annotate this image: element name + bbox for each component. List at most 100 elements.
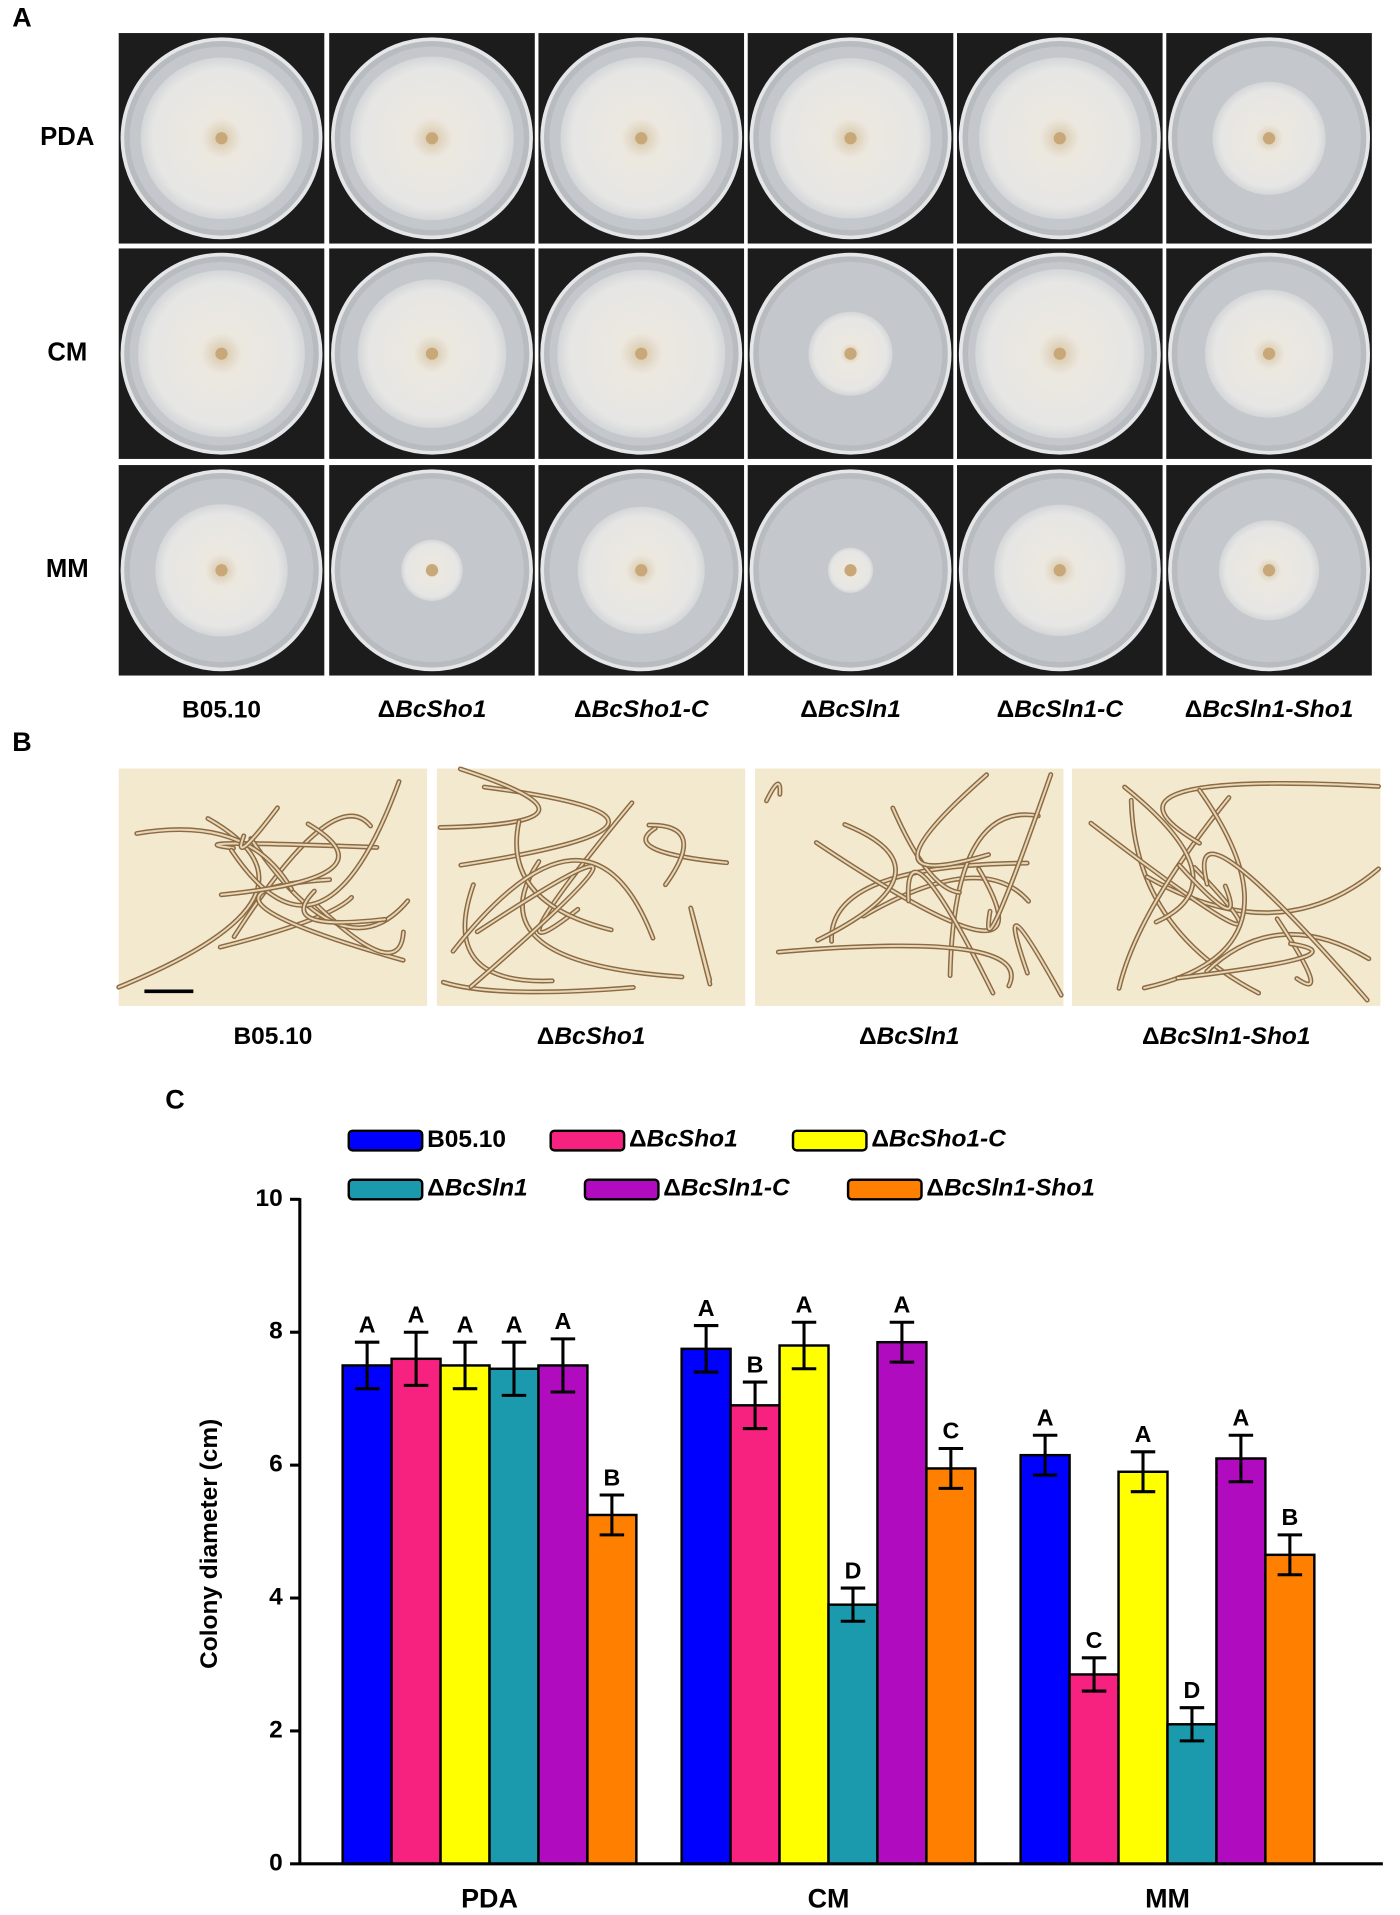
significance-letter: B (747, 1351, 764, 1377)
significance-letter: A (457, 1311, 474, 1337)
significance-letter: C (942, 1418, 959, 1444)
significance-letter: A (796, 1291, 813, 1317)
inoculum (215, 347, 228, 360)
legend-label: ΔBcSln1-Sho1 (926, 1175, 1095, 1202)
hypha-core (815, 841, 1000, 932)
significance-letter: D (845, 1557, 862, 1583)
inoculum (215, 132, 228, 145)
column-label: ΔBcSho1 (378, 697, 487, 724)
inoculum (844, 564, 857, 577)
significance-letter: B (603, 1464, 620, 1490)
hypha-core (689, 907, 711, 986)
inoculum (1262, 564, 1276, 577)
hypha-core (1118, 796, 1230, 990)
bar (488, 1367, 540, 1866)
hypha-core (916, 773, 990, 867)
bar (778, 1344, 830, 1866)
column-label: B05.10 (233, 1023, 312, 1050)
legend-label: ΔBcSln1 (427, 1175, 528, 1202)
legend-swatch (347, 1129, 424, 1152)
hypha-core (439, 767, 540, 829)
significance-letter: A (1135, 1421, 1152, 1447)
bar (827, 1603, 879, 1866)
inoculum (215, 564, 228, 577)
bar (439, 1364, 491, 1866)
hypha-core (219, 896, 353, 949)
significance-letter: A (894, 1291, 911, 1317)
bar (1068, 1673, 1120, 1866)
hypha-core (216, 842, 378, 850)
hypha-core (1178, 864, 1232, 910)
hypha-core (647, 824, 685, 886)
hypha-core (452, 859, 654, 953)
hypha-core (949, 813, 1040, 977)
hypha-core (1014, 924, 1063, 997)
inoculum (635, 132, 648, 145)
micrograph (436, 768, 746, 1006)
bar (876, 1340, 928, 1866)
y-tick-label: 8 (269, 1318, 283, 1345)
y-tick-label: 10 (255, 1185, 282, 1212)
y-tick-label: 6 (269, 1451, 283, 1478)
y-tick-label: 0 (269, 1849, 283, 1876)
legend-swatch (347, 1178, 424, 1201)
hypha-core (1205, 933, 1370, 973)
bar (1215, 1457, 1267, 1866)
x-tick-label: CM (808, 1884, 850, 1914)
significance-letter: A (408, 1301, 425, 1327)
significance-letter: C (1086, 1627, 1103, 1653)
bar (1264, 1553, 1316, 1866)
legend-label: B05.10 (427, 1126, 506, 1153)
significance-letter: A (555, 1308, 572, 1334)
hypha-core (1130, 799, 1260, 995)
panel-label: B (12, 727, 31, 757)
column-label: ΔBcSln1-C (997, 697, 1124, 724)
hypha-core (1176, 942, 1314, 980)
hypha-core (816, 823, 897, 942)
legend-swatch (791, 1129, 868, 1152)
inoculum (425, 347, 439, 360)
bar (1117, 1470, 1169, 1866)
hypha-core (230, 780, 401, 907)
hypha-core (1203, 853, 1369, 1002)
hypha-core (240, 806, 279, 849)
bar (1166, 1723, 1218, 1866)
legend-swatch (549, 1129, 626, 1152)
hypha-core (442, 981, 635, 993)
inoculum (425, 132, 439, 145)
hypha-core (765, 783, 781, 802)
significance-letter: A (506, 1311, 523, 1337)
bar (341, 1364, 393, 1866)
legend-swatch (846, 1178, 923, 1201)
legend-label: ΔBcSho1-C (871, 1126, 1006, 1153)
hypha-core (464, 883, 554, 982)
inoculum (1053, 132, 1066, 145)
legend-label: ΔBcSho1 (629, 1126, 738, 1153)
column-label: B05.10 (182, 697, 261, 724)
x-tick-label: MM (1145, 1884, 1190, 1914)
y-tick-label: 4 (269, 1583, 283, 1610)
row-label: PDA (40, 123, 94, 151)
hypha-core (1123, 786, 1195, 924)
significance-letter: A (1037, 1404, 1054, 1430)
hypha-core (521, 860, 683, 978)
column-label: ΔBcSln1 (800, 697, 901, 724)
y-axis-title: Colony diameter (cm) (196, 1419, 223, 1669)
row-label: CM (47, 338, 87, 366)
x-tick-label: PDA (461, 1884, 518, 1914)
significance-letter: D (1184, 1677, 1201, 1703)
column-label: ΔBcSln1 (859, 1023, 960, 1050)
y-tick-label: 2 (269, 1716, 283, 1743)
panel-label: C (165, 1085, 184, 1115)
column-label: ΔBcSln1-Sho1 (1185, 697, 1354, 724)
hypha-core (515, 820, 613, 931)
significance-letter: A (359, 1311, 376, 1337)
significance-letter: A (698, 1295, 715, 1321)
inoculum (1262, 347, 1276, 360)
bar (390, 1357, 442, 1866)
bar (729, 1404, 781, 1866)
bar (680, 1347, 732, 1866)
hypha-core (220, 822, 340, 896)
